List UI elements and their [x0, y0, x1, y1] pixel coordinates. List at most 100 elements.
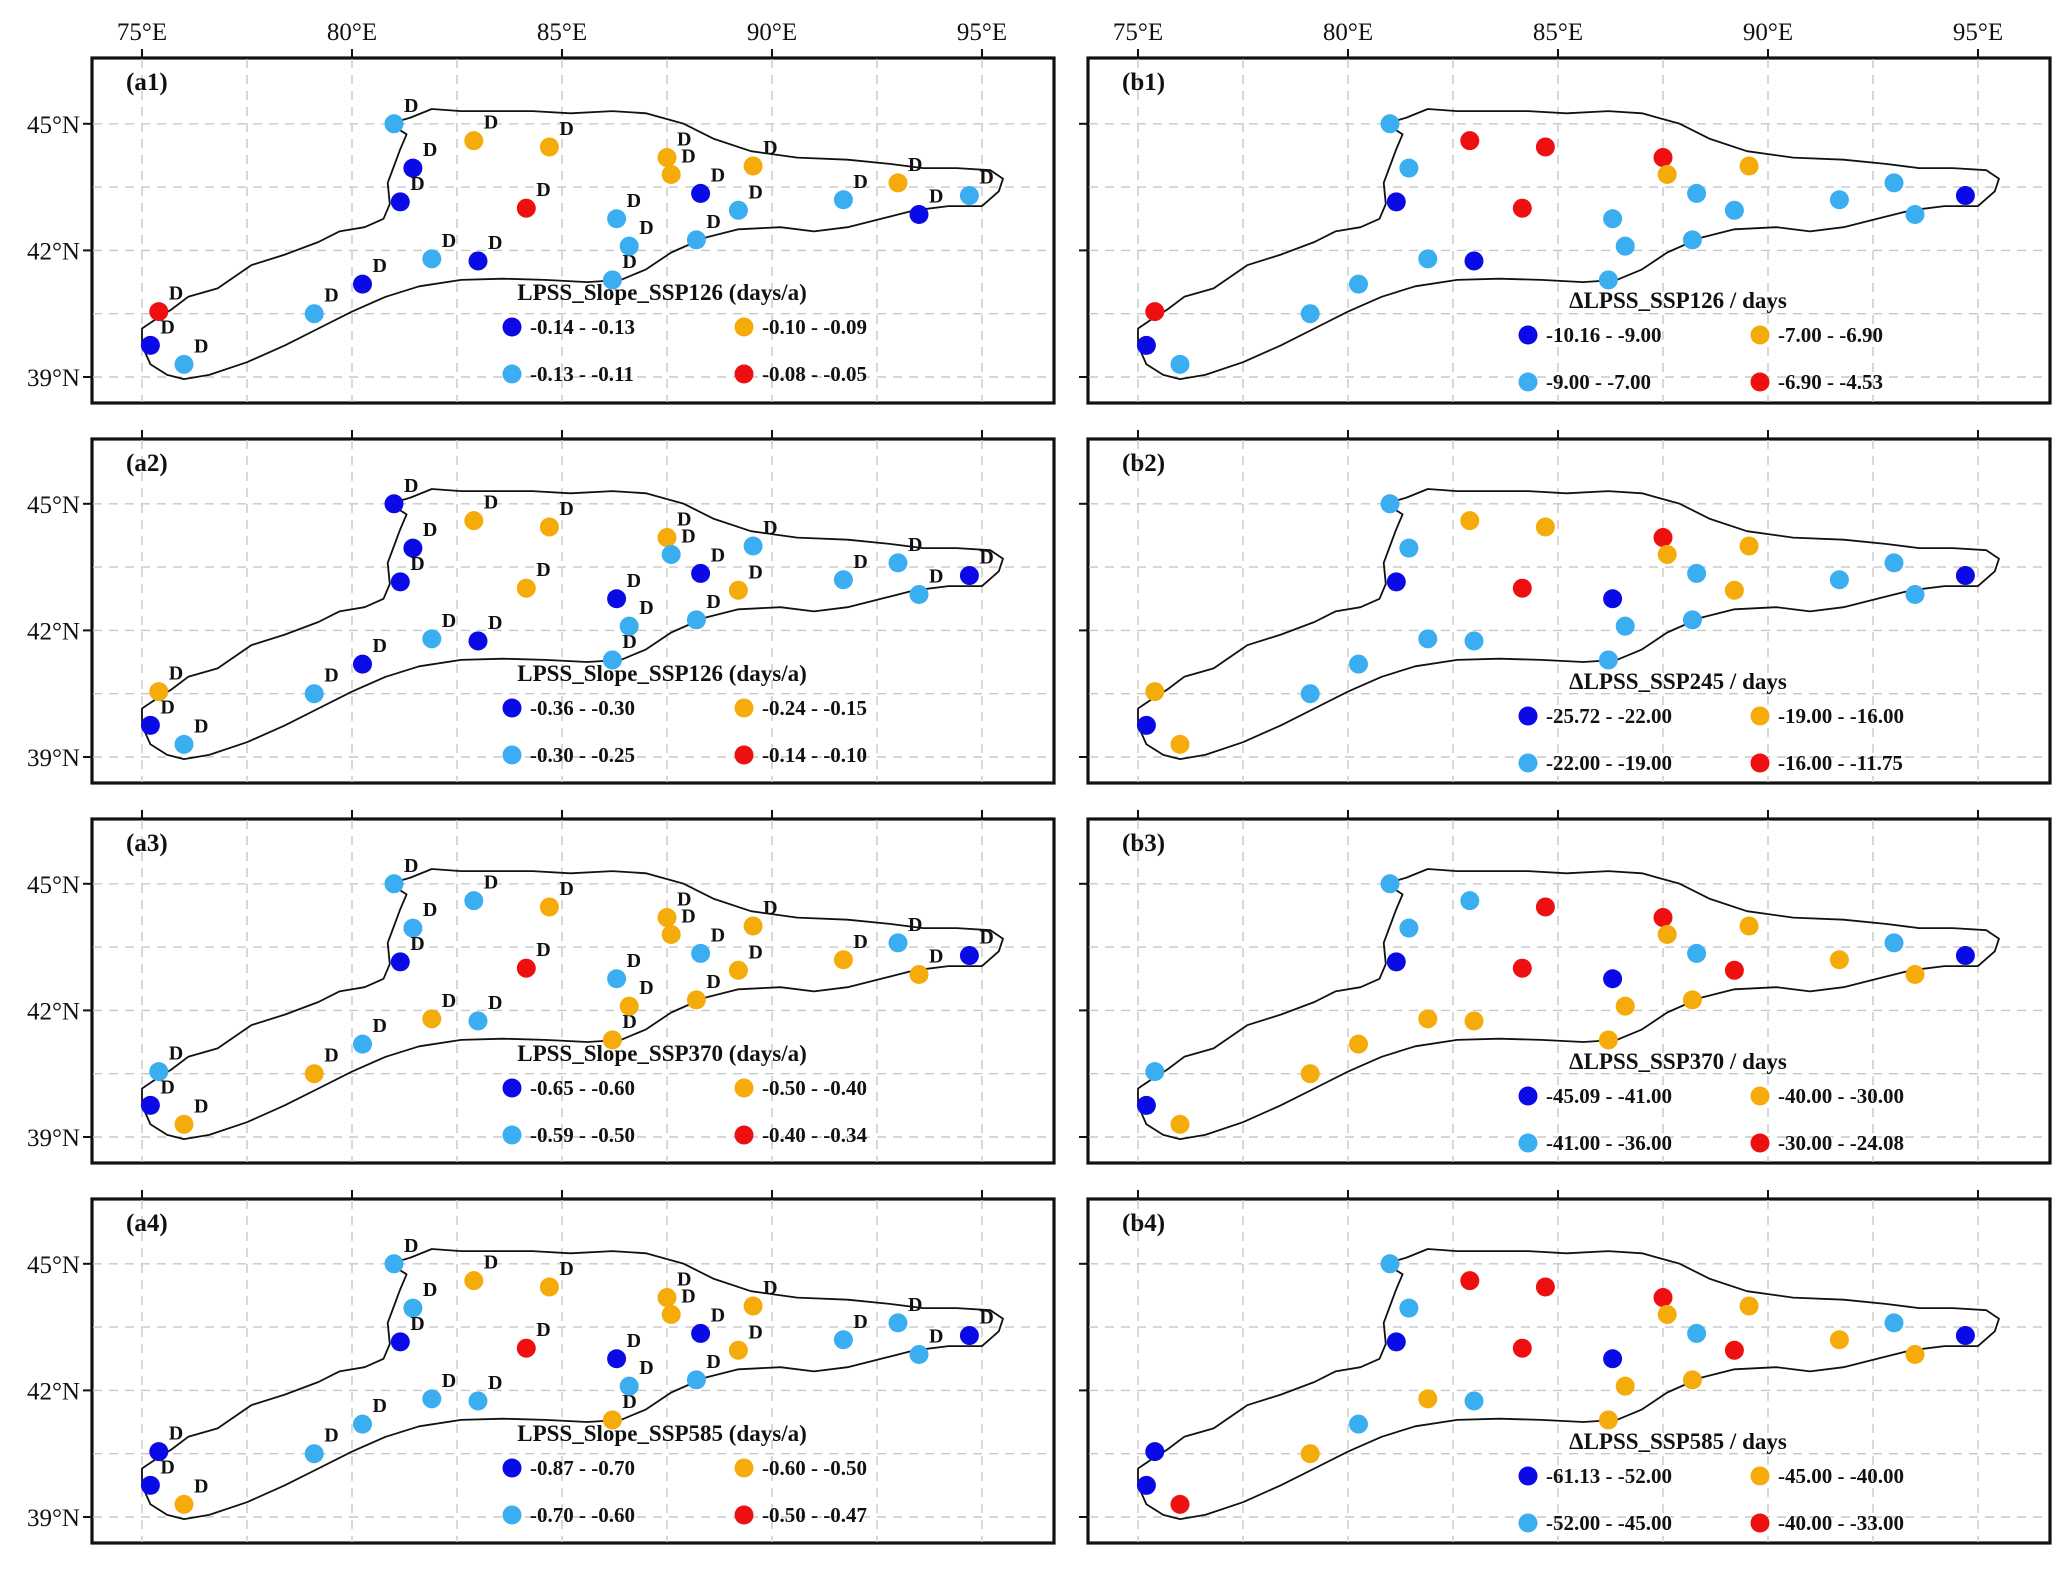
trend-mark: D	[763, 897, 777, 919]
x-tick-label: 75°E	[117, 19, 167, 46]
legend-swatch	[734, 745, 754, 765]
panel-label: (a4)	[126, 1210, 168, 1237]
legend-swatch	[734, 1078, 754, 1098]
station-marker	[1724, 580, 1744, 600]
legend-swatch	[502, 1458, 522, 1478]
station-marker	[403, 918, 423, 938]
legend-swatch	[1750, 1466, 1770, 1486]
panel-label: (b4)	[1122, 1210, 1165, 1237]
trend-mark: D	[979, 1307, 993, 1329]
y-tick-label: 39°N	[27, 1125, 80, 1152]
y-tick-label: 42°N	[27, 618, 80, 645]
legend-swatch	[1518, 1466, 1538, 1486]
station-marker	[403, 538, 423, 558]
trend-mark: D	[908, 1294, 922, 1316]
trend-mark: D	[559, 1258, 573, 1280]
station-marker	[1460, 511, 1480, 531]
region-outline	[1137, 1248, 2000, 1520]
station-marker	[686, 990, 706, 1010]
region-outline	[1137, 868, 2000, 1140]
station-marker	[1460, 1271, 1480, 1291]
station-marker	[1657, 544, 1677, 564]
station-marker	[909, 585, 929, 605]
station-marker	[140, 1095, 160, 1115]
trend-mark: D	[536, 939, 550, 961]
region-outline	[141, 868, 1004, 1140]
trend-mark: D	[711, 1304, 725, 1326]
station-marker	[384, 114, 404, 134]
station-marker	[1955, 946, 1975, 966]
trend-mark: D	[160, 1456, 174, 1478]
trend-mark: D	[404, 855, 418, 877]
station-marker	[1418, 1009, 1438, 1029]
station-marker	[422, 249, 442, 269]
trend-mark: D	[324, 665, 338, 687]
station-marker	[833, 570, 853, 590]
station-marker	[384, 1254, 404, 1274]
station-marker	[149, 1062, 169, 1082]
station-marker	[691, 1323, 711, 1343]
station-marker	[1598, 270, 1618, 290]
legend-swatch	[734, 1505, 754, 1525]
legend-item: -19.00 - -16.00	[1778, 704, 1904, 728]
station-marker	[1418, 249, 1438, 269]
trend-mark: D	[442, 990, 456, 1012]
station-marker	[1386, 1332, 1406, 1352]
station-marker	[422, 629, 442, 649]
trend-mark: D	[979, 927, 993, 949]
trend-mark: D	[404, 95, 418, 117]
station-marker	[833, 1330, 853, 1350]
station-marker	[1300, 1064, 1320, 1084]
station-marker	[1349, 274, 1368, 294]
legend-item: -0.50 - -0.47	[762, 1503, 867, 1527]
station-marker	[1598, 650, 1618, 670]
panel-frame	[90, 1197, 1056, 1545]
trend-mark: D	[711, 164, 725, 186]
legend-swatch	[1518, 1133, 1538, 1153]
legend-swatch	[734, 1125, 754, 1145]
station-marker	[384, 874, 404, 894]
trend-mark: D	[639, 977, 653, 999]
station-marker	[959, 186, 979, 206]
station-marker	[353, 1034, 372, 1054]
legend-title: LPSS_Slope_SSP126 (days/a)	[517, 280, 807, 305]
station-marker	[1603, 1349, 1623, 1369]
map-panel-b1: 75°E 80°E 85°E 90°E 95°E (b1) ΔLPSS_SSP126 / d…	[1079, 19, 2052, 405]
trend-mark: D	[194, 1475, 208, 1497]
station-marker	[1145, 682, 1165, 702]
station-marker	[516, 198, 536, 218]
trend-mark: D	[194, 715, 208, 737]
station-marker	[1399, 918, 1419, 938]
trend-mark: D	[929, 946, 943, 968]
x-tick-label: 80°E	[327, 19, 377, 46]
station-marker	[149, 682, 169, 702]
trend-mark: D	[169, 1043, 183, 1065]
station-marker	[384, 494, 404, 514]
trend-mark: D	[748, 561, 762, 583]
legend-item: -7.00 - -6.90	[1778, 323, 1883, 347]
trend-mark: D	[627, 1330, 641, 1352]
station-marker	[602, 1030, 622, 1050]
map-panel-b4: (b4) ΔLPSS_SSP585 / days -61.13 - -52.00 -4…	[1079, 1190, 2052, 1545]
trend-mark: D	[410, 553, 424, 575]
legend-item: -0.36 - -0.30	[530, 696, 635, 720]
trend-mark: D	[488, 1372, 502, 1394]
panel-label: (b1)	[1122, 69, 1165, 96]
legend-swatch	[1518, 706, 1538, 726]
panel-label: (b3)	[1122, 830, 1165, 857]
station-marker	[1380, 1254, 1400, 1274]
trend-mark: D	[559, 878, 573, 900]
station-marker	[1884, 933, 1904, 953]
trend-mark: D	[373, 255, 387, 277]
trend-mark: D	[484, 492, 498, 514]
station-marker	[909, 205, 929, 225]
station-marker	[661, 924, 681, 944]
panel-frame	[90, 56, 1056, 405]
trend-mark: D	[423, 899, 437, 921]
legend-item: -9.00 - -7.00	[1546, 370, 1651, 394]
station-marker	[390, 952, 410, 972]
trend-mark: D	[423, 519, 437, 541]
trend-mark: D	[160, 696, 174, 718]
trend-mark: D	[677, 1269, 691, 1291]
station-marker	[1464, 631, 1484, 651]
